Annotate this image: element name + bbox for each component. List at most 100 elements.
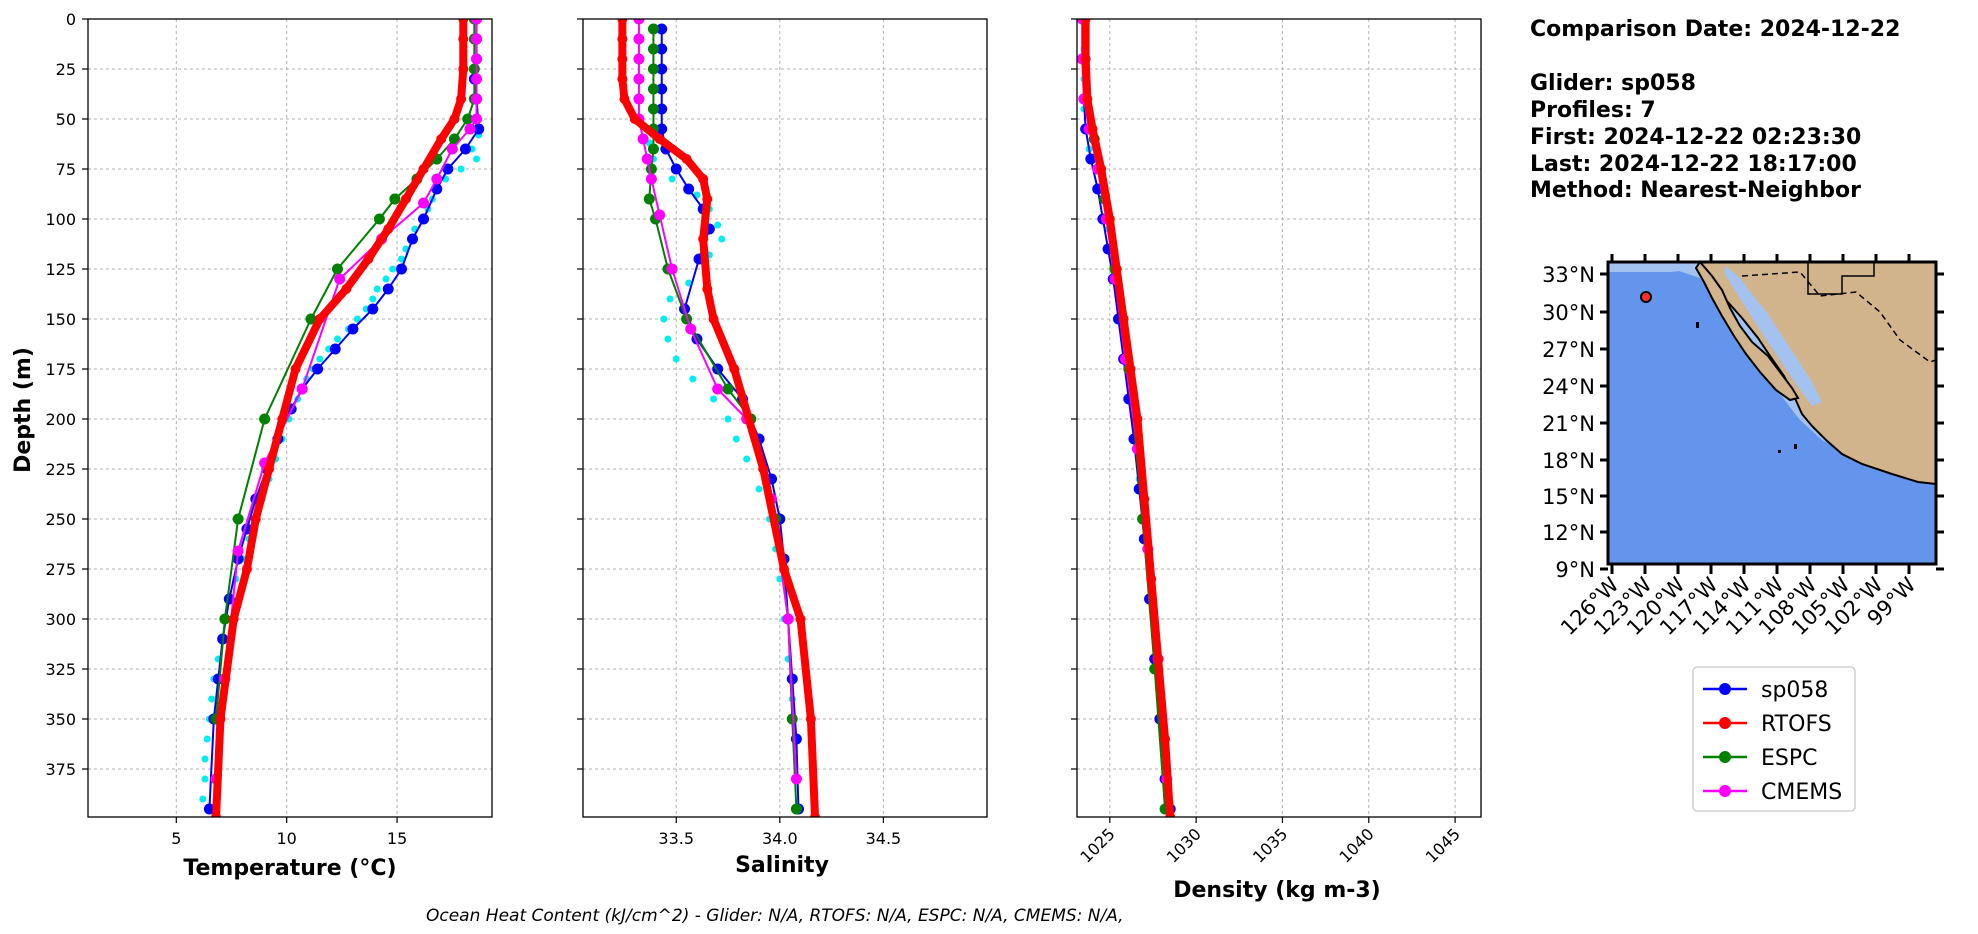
series-point-rtofs [314, 314, 325, 324]
series-point-rtofs [698, 174, 709, 184]
series-point-espc [232, 513, 244, 525]
y-tick-label: 125 [45, 260, 76, 279]
x-tick-label: 1040 [1335, 824, 1377, 866]
series-point-rtofs [1111, 264, 1122, 274]
x-tick-label: 1030 [1163, 824, 1205, 866]
profile-point [316, 355, 324, 363]
series-point-cmems [471, 33, 483, 45]
series-point-rtofs [617, 19, 628, 24]
profile-point [397, 255, 405, 263]
series-line-rtofs [618, 19, 820, 817]
series-point-espc [468, 63, 480, 75]
salinity-panel: 33.5 34.0 34.5 [577, 18, 988, 848]
series-point-rtofs [1125, 364, 1136, 374]
series-point-cmems [446, 143, 458, 155]
series-point-rtofs [458, 34, 469, 44]
profile-point [473, 155, 481, 163]
series-point-rtofs [619, 94, 630, 104]
y-tick-label: 0 [66, 10, 76, 29]
comparison-date: Comparison Date: 2024-12-22 [1530, 17, 1900, 42]
profile-point [718, 235, 726, 243]
series-point-rtofs [1132, 414, 1143, 424]
series-point-cmems [633, 53, 645, 65]
series-point-rtofs [458, 19, 469, 24]
axes-frame [1076, 18, 1482, 818]
series-point-rtofs [702, 194, 713, 204]
method: Method: Nearest-Neighbor [1530, 178, 1861, 203]
series-point-cmems [334, 273, 346, 285]
series-point-rtofs [363, 254, 374, 264]
profile-point [732, 435, 740, 443]
x-tick-label: 34.0 [762, 829, 798, 848]
x-tick-label: 1035 [1249, 824, 1291, 866]
series-point-rtofs [617, 74, 628, 84]
series-point-sp058 [656, 23, 668, 35]
profile-point [373, 285, 381, 293]
series-point-rtofs [702, 284, 713, 294]
series-point-sp058 [347, 323, 359, 335]
series-point-sp058 [683, 183, 695, 195]
legend-label: RTOFS [1761, 712, 1832, 737]
series-point-rtofs [795, 614, 806, 624]
series-point-sp058 [442, 163, 454, 175]
y-tick-label: 200 [45, 410, 76, 429]
salinity-axis-label: Salinity [735, 853, 829, 878]
profile-point [201, 775, 209, 783]
map-lat-label: 9°N [1555, 558, 1595, 582]
legend-label: CMEMS [1761, 780, 1842, 805]
x-tick-label: 10 [277, 829, 297, 848]
series-line-rtofs [1081, 19, 1175, 817]
profile-point [208, 695, 216, 703]
series-point-cmems [633, 33, 645, 45]
profile-point [755, 485, 763, 493]
series-point-rtofs [383, 224, 394, 234]
y-tick-label: 150 [45, 310, 76, 329]
legend: sp058 RTOFS ESPC CMEMS [1692, 666, 1856, 812]
profile-point [201, 755, 209, 763]
density-panel: 1025 1030 1035 1040 1045 [1071, 18, 1482, 867]
series-point-rtofs [400, 194, 411, 204]
legend-swatch-marker [1719, 785, 1731, 797]
temperature-panel: 0 25 50 75 100 125 150 175 200 225 250 275 300 325 350… [45, 10, 493, 848]
map-gulf [1724, 266, 1822, 406]
series-point-cmems [431, 173, 443, 185]
series-point-cmems [296, 383, 308, 395]
legend-swatch-marker [1719, 751, 1731, 763]
series-point-cmems [633, 93, 645, 105]
temperature-axis-label: Temperature (°C) [183, 856, 396, 881]
series-point-sp058 [367, 303, 379, 315]
series-point-sp058 [656, 43, 668, 55]
x-tick-label: 5 [171, 829, 181, 848]
series-point-espc [786, 713, 798, 725]
series-point-sp058 [329, 343, 341, 355]
series-point-rtofs [617, 34, 628, 44]
profile-point [369, 295, 377, 303]
series-point-espc [647, 23, 659, 35]
profile-point [199, 795, 207, 803]
series-point-cmems [712, 383, 724, 395]
series-point-sp058 [656, 83, 668, 95]
profile-point [710, 395, 718, 403]
legend-swatch-marker [1719, 683, 1731, 695]
series-point-rtofs [436, 134, 447, 144]
series-point-sp058 [656, 103, 668, 115]
series-point-rtofs [1104, 214, 1115, 224]
series-point-rtofs [1160, 734, 1171, 744]
profile-count: Profiles: 7 [1530, 98, 1656, 123]
series-point-rtofs [805, 714, 816, 724]
last-time: Last: 2024-12-22 18:17:00 [1530, 152, 1857, 177]
series-point-rtofs [1153, 654, 1164, 664]
series-point-rtofs [1080, 54, 1091, 64]
profile-point [664, 335, 672, 343]
series-point-rtofs [290, 364, 301, 374]
series-point-rtofs [681, 154, 692, 164]
series-point-espc [647, 143, 659, 155]
glider-name: Glider: sp058 [1530, 71, 1696, 96]
series-point-sp058 [460, 143, 472, 155]
profile-point [714, 221, 722, 229]
x-tick-label: 34.5 [866, 829, 902, 848]
series-point-sp058 [473, 123, 485, 135]
series-point-cmems [654, 209, 666, 221]
y-tick-label: 375 [45, 760, 76, 779]
series-point-sp058 [670, 163, 682, 175]
